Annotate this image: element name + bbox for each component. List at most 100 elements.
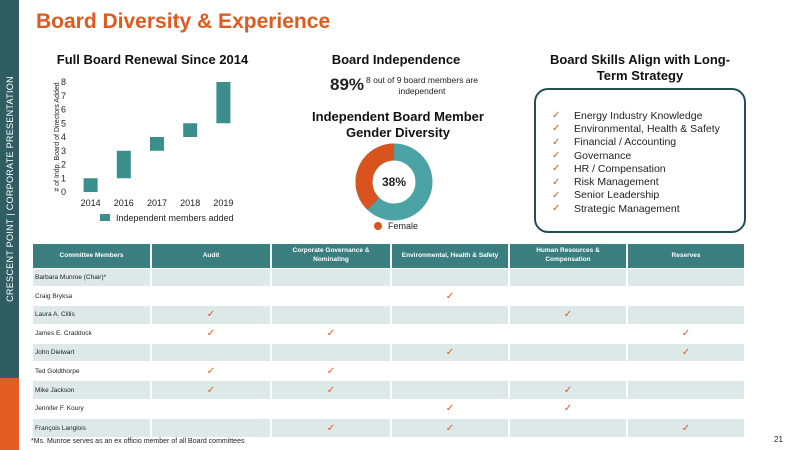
bar-2017	[150, 137, 164, 151]
legend-label: Independent members added	[116, 213, 234, 223]
committee-cell	[271, 399, 392, 419]
check-icon: ✓	[445, 403, 455, 415]
x-tick-label: 2014	[81, 198, 101, 208]
skills-heading: Board Skills Align with Long-Term Strate…	[549, 52, 731, 84]
committee-header-row: Committee Members Audit Corporate Govern…	[33, 244, 744, 268]
bar-2014	[83, 178, 98, 192]
skill-label: Risk Management	[574, 176, 659, 189]
skill-label: Governance	[574, 149, 632, 162]
y-tick-label: 2	[61, 160, 66, 170]
x-tick-label: 2017	[147, 198, 167, 208]
y-tick-label: 4	[61, 132, 66, 142]
committee-cell	[271, 286, 392, 306]
skills-box: ✓ Energy Industry Knowledge ✓ Environmental…	[534, 88, 746, 233]
gender-heading: Independent Board Member Gender Diversit…	[312, 109, 484, 141]
committee-cell: ✓	[391, 399, 510, 419]
committee-cell	[271, 342, 392, 362]
independence-description: 8 out of 9 board members are independent	[366, 75, 478, 96]
check-icon: ✓	[552, 176, 561, 188]
committee-cell	[391, 305, 510, 325]
committee-cell	[151, 399, 272, 419]
committee-cell: ✓	[627, 417, 744, 438]
committee-cell	[151, 267, 272, 287]
table-row: Craig Bryksa ✓	[33, 286, 744, 306]
skill-item: ✓ Financial / Accounting	[552, 136, 744, 149]
committee-table: Committee Members Audit Corporate Govern…	[33, 244, 744, 438]
skill-item: ✓ Governance	[552, 149, 744, 162]
y-tick-label: 7	[61, 91, 66, 101]
check-icon: ✓	[206, 309, 216, 321]
female-legend: Female	[374, 221, 418, 231]
independence-heading: Board Independence	[331, 52, 461, 67]
check-icon: ✓	[445, 347, 455, 359]
skill-item: ✓ HR / Compensation	[552, 162, 744, 175]
committee-cell	[391, 380, 510, 400]
committee-cell	[627, 305, 744, 325]
check-icon: ✓	[552, 110, 561, 122]
header-ehs: Environmental, Health & Safety	[391, 244, 510, 268]
committee-cell	[271, 305, 392, 325]
committee-cell: ✓	[509, 399, 628, 419]
table-row: Mike Jackson ✓ ✓ ✓	[33, 380, 744, 400]
skill-item: ✓ Senior Leadership	[552, 189, 744, 202]
check-icon: ✓	[445, 422, 455, 434]
check-icon: ✓	[552, 150, 561, 162]
committee-cell: ✓	[391, 417, 510, 438]
committee-cell	[391, 267, 510, 287]
committee-cell	[627, 380, 744, 400]
sidebar-accent	[0, 378, 19, 450]
committee-cell	[151, 417, 272, 438]
committee-cell: ✓	[627, 342, 744, 362]
gender-donut: 38%	[355, 143, 433, 221]
y-tick-label: 3	[61, 146, 66, 156]
header-hr: Human Resources & Compensation	[509, 244, 628, 268]
committee-cell	[271, 267, 392, 287]
check-icon: ✓	[552, 189, 561, 201]
x-tick-label: 2019	[213, 198, 233, 208]
committee-cell: ✓	[271, 380, 392, 400]
header-governance: Corporate Governance & Nominating	[271, 244, 392, 268]
skill-item: ✓ Strategic Management	[552, 202, 744, 215]
donut-female-slice	[355, 143, 433, 221]
legend-swatch	[100, 214, 110, 221]
y-tick-label: 0	[61, 187, 66, 197]
check-icon: ✓	[206, 384, 216, 396]
committee-cell: ✓	[271, 323, 392, 344]
table-row: François Langlois ✓ ✓ ✓	[33, 417, 744, 438]
committee-cell: ✓	[151, 361, 272, 381]
committee-cell: ✓	[271, 361, 392, 381]
member-name: François Langlois	[33, 417, 152, 438]
skill-label: Energy Industry Knowledge	[574, 109, 703, 122]
table-row: Barbara Munroe (Chair)*	[33, 267, 744, 287]
table-row: Jennifer F. Koury ✓ ✓	[33, 399, 744, 419]
y-axis-label: # of Indp. Board of Directors Added	[54, 82, 61, 191]
committee-cell	[627, 267, 744, 287]
check-icon: ✓	[563, 403, 573, 415]
committee-cell	[509, 323, 628, 344]
donut-percent-label: 38%	[382, 175, 406, 189]
sidebar-text: CRESCENT POINT | CORPORATE PRESENTATION	[5, 76, 16, 302]
check-icon: ✓	[326, 422, 336, 434]
committee-cell: ✓	[627, 323, 744, 344]
member-name: Jennifer F. Koury	[33, 399, 152, 419]
committee-cell: ✓	[271, 417, 392, 438]
footnote: *Ms. Munroe serves as an ex officio memb…	[31, 438, 245, 445]
bar-2016	[116, 150, 131, 179]
committee-cell: ✓	[509, 305, 628, 325]
member-name: Mike Jackson	[33, 380, 152, 400]
sidebar-label: CRESCENT POINT | CORPORATE PRESENTATION	[1, 0, 19, 378]
independence-percent: 89%	[330, 75, 365, 94]
check-icon: ✓	[681, 328, 691, 340]
table-row: John Dielwart ✓ ✓	[33, 342, 744, 362]
member-name: James E. Craddock	[33, 323, 152, 344]
skill-label: Financial / Accounting	[574, 136, 677, 149]
skill-label: HR / Compensation	[574, 162, 666, 175]
check-icon: ✓	[206, 365, 216, 377]
female-legend-dot	[374, 222, 382, 230]
committee-cell	[509, 361, 628, 381]
table-row: Ted Goldthorpe ✓ ✓	[33, 361, 744, 381]
committee-cell	[509, 342, 628, 362]
skill-item: ✓ Risk Management	[552, 175, 744, 188]
committee-cell	[391, 323, 510, 344]
